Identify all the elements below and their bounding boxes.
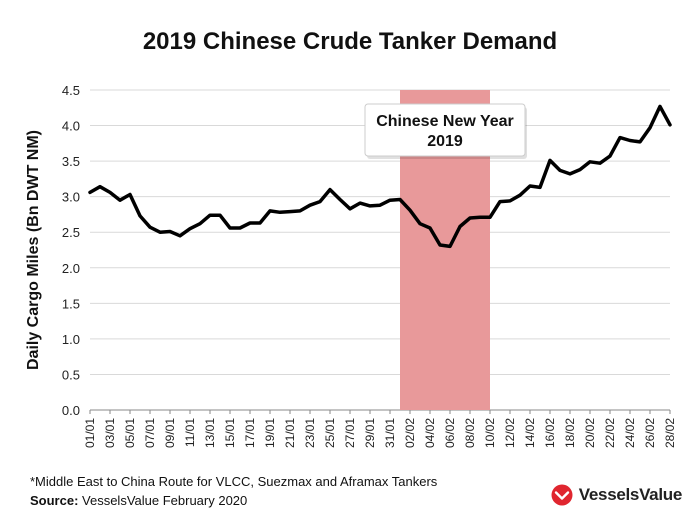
callout-text-line: Chinese New Year xyxy=(376,113,514,130)
x-tick-label: 17/01 xyxy=(243,418,257,448)
series-line-layer xyxy=(88,104,672,249)
x-tick-label: 19/01 xyxy=(263,418,277,448)
x-tick-label: 11/01 xyxy=(183,418,197,447)
y-tick-label: 1.5 xyxy=(62,296,80,311)
x-tick-label: 07/01 xyxy=(143,418,157,448)
x-tick-label: 21/01 xyxy=(283,418,297,448)
x-tick-label: 06/02 xyxy=(443,418,457,448)
x-tick-label: 23/01 xyxy=(303,418,317,448)
y-axis-label: Daily Cargo Miles (Bn DWT NM) xyxy=(25,130,42,370)
x-tick-label: 18/02 xyxy=(563,418,577,448)
y-tick-label: 2.0 xyxy=(62,261,80,276)
x-tick-label: 15/01 xyxy=(223,418,237,448)
y-tick-label: 4.0 xyxy=(62,119,80,134)
logo-text: VesselsValue xyxy=(578,485,683,504)
x-tick-label: 24/02 xyxy=(623,418,637,448)
x-tick-label: 29/01 xyxy=(363,418,377,448)
axis-layer: 0.0 0.5 1.0 1.5 2.0 2.5 3.0 3.5 4.0 4.5 Daily Carg… xyxy=(25,83,677,448)
logo-icon xyxy=(551,484,573,506)
x-tick-label: 22/02 xyxy=(603,418,617,448)
x-tick-label: 05/01 xyxy=(123,418,137,448)
x-tick-label: 10/02 xyxy=(483,418,497,448)
y-tick-label: 3.0 xyxy=(62,190,80,205)
x-tick-label: 09/01 xyxy=(163,418,177,448)
y-tick-label: 1.0 xyxy=(62,332,80,347)
callout-box xyxy=(364,103,526,157)
x-tick-label: 08/02 xyxy=(463,418,477,448)
x-tick-label: 16/02 xyxy=(543,418,557,448)
y-tick-label: 0.5 xyxy=(62,367,80,382)
grid-layer xyxy=(90,89,670,411)
footnote: *Middle East to China Route for VLCC, Su… xyxy=(30,474,438,489)
y-tick-label: 0.0 xyxy=(62,403,80,418)
y-tick-label: 3.5 xyxy=(62,154,80,169)
vesselsvalue-logo: VesselsValue xyxy=(551,484,682,506)
x-tick-label: 04/02 xyxy=(423,418,437,448)
callout-text-line: 2019 xyxy=(427,133,463,150)
annotation-layer: Chinese New Year 2019 xyxy=(364,103,527,159)
x-tick-label: 31/01 xyxy=(383,418,397,448)
source-line: Source: VesselsValue February 2020 xyxy=(30,493,247,508)
x-tick-label: 03/01 xyxy=(103,418,117,448)
source-label: Source: xyxy=(30,493,79,508)
source-text: VesselsValue February 2020 xyxy=(78,493,248,508)
x-tick-label: 14/02 xyxy=(523,418,537,448)
x-tick-label: 20/02 xyxy=(583,418,597,448)
x-tick-label: 01/01 xyxy=(83,418,97,448)
x-tick-label: 26/02 xyxy=(643,418,657,448)
x-tick-label: 13/01 xyxy=(203,418,217,448)
chart-title: 2019 Chinese Crude Tanker Demand xyxy=(142,28,558,55)
x-tick-label: 25/01 xyxy=(323,418,337,448)
series-line xyxy=(88,104,672,249)
x-tick-label: 02/02 xyxy=(403,418,417,448)
annotation-callout: Chinese New Year 2019 xyxy=(364,103,527,159)
y-tick-label: 2.5 xyxy=(62,225,80,240)
x-tick-label: 27/01 xyxy=(343,418,357,448)
x-tick-label: 28/02 xyxy=(663,418,677,448)
x-tick-label: 12/02 xyxy=(503,418,517,448)
y-tick-label: 4.5 xyxy=(62,83,80,98)
